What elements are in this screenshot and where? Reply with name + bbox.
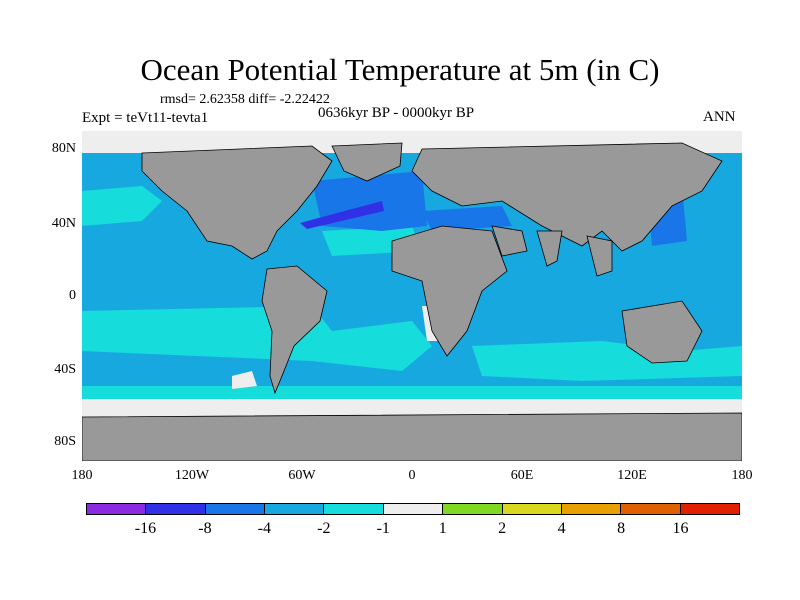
colorbar-label-8: 8 — [617, 520, 626, 537]
colorbar-segment-5 — [383, 504, 444, 514]
colorbar-segment-2 — [205, 504, 266, 514]
y-tick-80n: 80N — [51, 141, 76, 156]
colorbar-segment-4 — [324, 504, 384, 514]
colorbar-segment-8 — [561, 504, 622, 514]
colorbar-label-3: -2 — [317, 520, 331, 537]
x-tick-0: 0 — [408, 468, 416, 483]
rmsd-diff-stats: rmsd= 2.62358 diff= -2.22422 — [160, 92, 330, 107]
colorbar-segment-10 — [680, 504, 739, 514]
land-masses — [82, 142, 742, 461]
south-america — [261, 265, 328, 395]
india — [536, 230, 563, 267]
africa — [391, 225, 508, 357]
colorbar-label-1: -8 — [198, 520, 212, 537]
colorbar-label-7: 4 — [557, 520, 566, 537]
australia — [621, 300, 703, 364]
y-tick-40n: 40N — [51, 216, 76, 231]
eurasia — [411, 142, 723, 252]
x-tick-60e: 60E — [510, 468, 534, 483]
colorbar-label-6: 2 — [498, 520, 507, 537]
colorbar-label-0: -16 — [134, 520, 157, 537]
x-tick-120e: 120E — [617, 468, 647, 483]
colorbar — [86, 503, 740, 515]
colorbar-segment-9 — [621, 504, 681, 514]
north-atlantic-anomaly — [300, 171, 687, 246]
greenland — [331, 142, 403, 182]
colorbar-label-2: -4 — [257, 520, 272, 537]
plot-title: Ocean Potential Temperature at 5m (in C) — [140, 52, 660, 87]
colorbar-segment-7 — [502, 504, 562, 514]
season-label: ANN — [703, 109, 736, 125]
period-label: 0636kyr BP - 0000kyr BP — [318, 105, 475, 121]
colorbar-segment-6 — [443, 504, 503, 514]
arabia — [491, 225, 528, 257]
experiment-label: Expt = teVt11-tevta1 — [82, 110, 209, 126]
y-tick-80s: 80S — [54, 434, 76, 449]
colorbar-label-9: 16 — [672, 520, 689, 537]
colorbar-segment-0 — [87, 504, 147, 514]
x-tick-180e: 180 — [731, 468, 753, 483]
southeast-asia — [586, 235, 613, 277]
x-tick-60w: 60W — [288, 468, 316, 483]
colorbar-label-4: -1 — [376, 520, 390, 537]
antarctica — [82, 412, 742, 461]
colorbar-segment-3 — [265, 504, 325, 514]
colorbar-segment-1 — [146, 504, 206, 514]
world-map — [82, 131, 742, 461]
y-tick-0: 0 — [69, 288, 76, 303]
y-tick-40s: 40S — [54, 362, 76, 377]
colorbar-label-5: 1 — [438, 520, 447, 537]
x-tick-120w: 120W — [174, 468, 210, 483]
x-tick-180w: 180 — [71, 468, 93, 483]
north-america — [141, 145, 333, 260]
